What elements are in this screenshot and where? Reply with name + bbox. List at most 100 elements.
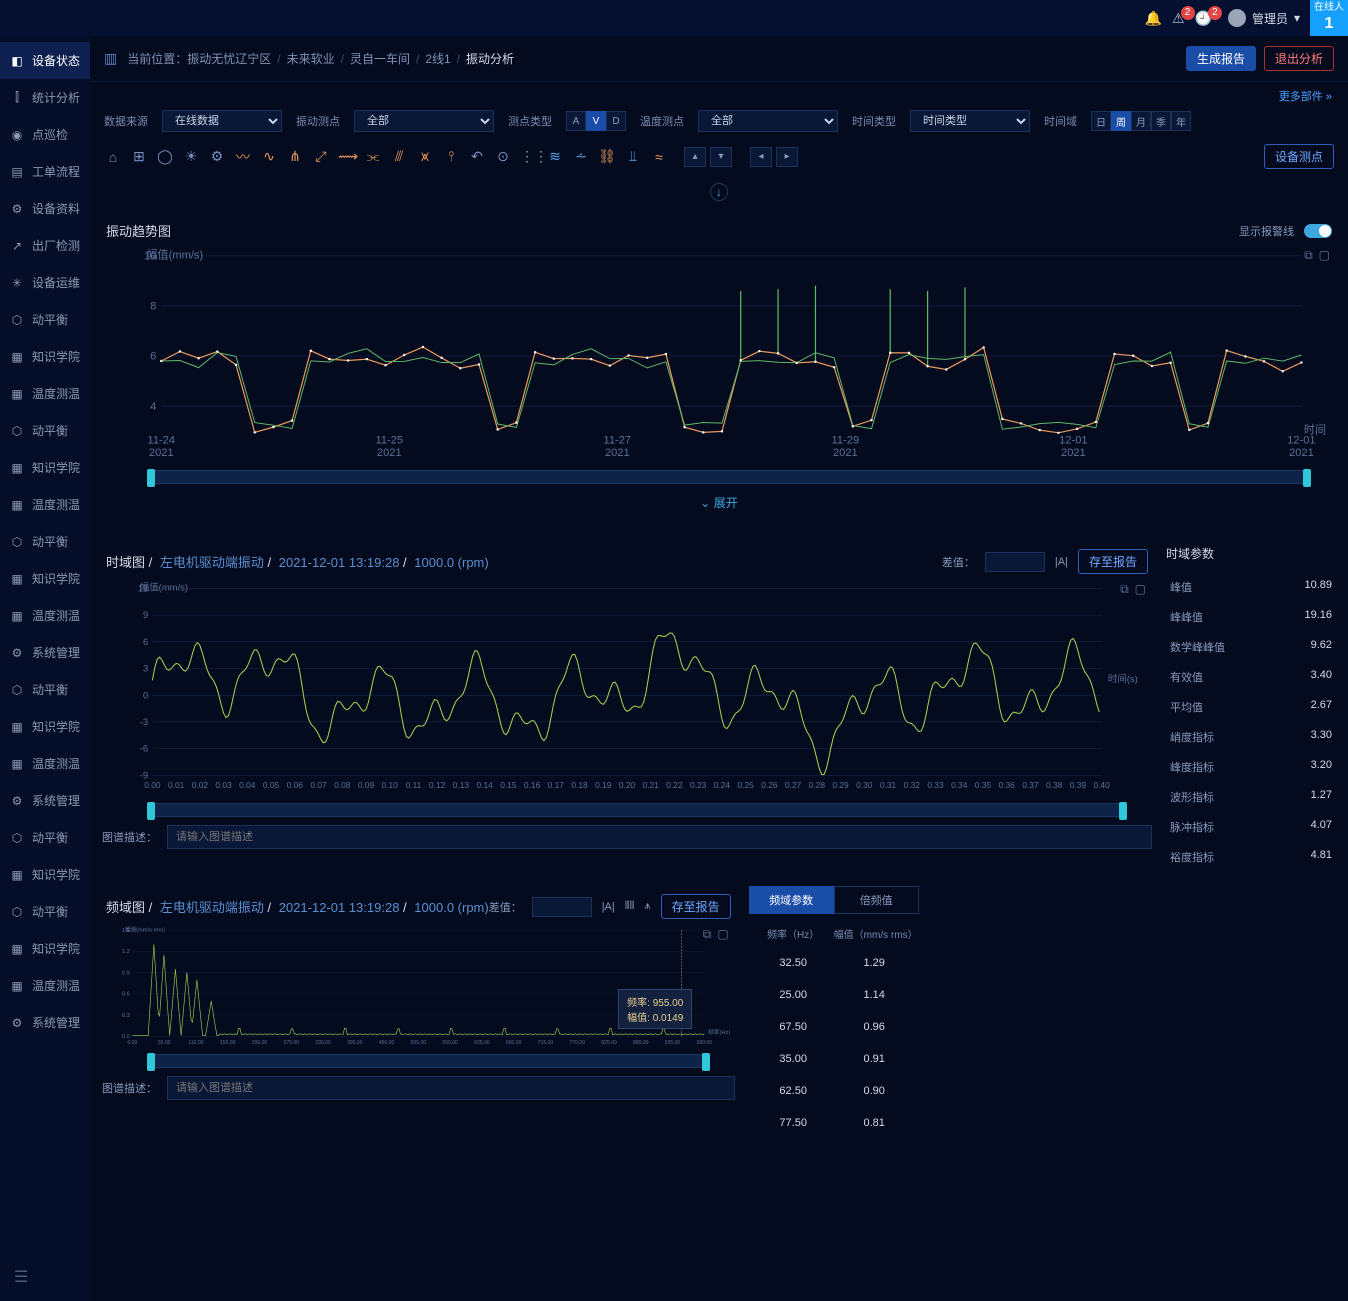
tool-area-icon[interactable]: ⛓ — [598, 148, 616, 165]
data-source-select[interactable]: 在线数据 — [162, 110, 282, 132]
sidebar-item[interactable]: ⚙设备资料 — [0, 190, 90, 227]
sidebar-item[interactable]: ↗出厂检测 — [0, 227, 90, 264]
nav-prev-button[interactable]: ◂ — [750, 147, 772, 167]
sidebar-item[interactable]: ▦温度测温 — [0, 597, 90, 634]
chart-copy-icon[interactable]: ⧉ — [1304, 248, 1313, 263]
range-handle-left[interactable] — [147, 1053, 155, 1071]
scroll-down-icon[interactable]: ↓ — [710, 183, 728, 201]
time-desc-input[interactable] — [167, 825, 1152, 849]
point-type-V[interactable]: V — [586, 111, 606, 131]
temp-point-select[interactable]: 全部 — [698, 110, 838, 132]
sidebar-item[interactable]: ▦知识学院 — [0, 930, 90, 967]
freq-tab-harmonics[interactable]: 倍频值 — [834, 886, 919, 914]
chart-window-icon[interactable]: ▢ — [717, 927, 728, 942]
tool-wave6-icon[interactable]: ⫘ — [364, 148, 382, 165]
point-type-A[interactable]: A — [566, 111, 586, 131]
time-range-slider[interactable] — [150, 803, 1124, 817]
freq-desc-input[interactable] — [167, 1076, 735, 1100]
sidebar-item[interactable]: ⫿统计分析 — [0, 79, 90, 116]
text-justify-icon[interactable]: |A| — [1055, 556, 1068, 568]
exit-analysis-button[interactable]: 退出分析 — [1264, 46, 1334, 71]
sidebar-item[interactable]: ▦温度测温 — [0, 375, 90, 412]
text-justify-icon[interactable]: |A| — [602, 901, 615, 913]
sidebar-item[interactable]: ▦知识学院 — [0, 708, 90, 745]
tool-sun-icon[interactable]: ☀ — [182, 148, 200, 165]
chart-window-icon[interactable]: ▢ — [1135, 582, 1146, 597]
alarm-line-toggle[interactable] — [1304, 224, 1332, 238]
sidebar-item[interactable]: ⬡动平衡 — [0, 301, 90, 338]
sidebar-item[interactable]: ◧设备状态 — [0, 42, 90, 79]
tool-gear-icon[interactable]: ⚙ — [208, 148, 226, 165]
tool-blue3-icon[interactable]: ⫫ — [624, 148, 642, 165]
sidebar-item[interactable]: ⚙系统管理 — [0, 634, 90, 671]
clock-icon[interactable]: 🕘2 — [1195, 10, 1212, 27]
tool-wave9-icon[interactable]: ⫯ — [442, 148, 460, 165]
tool-wave2-icon[interactable]: ∿ — [260, 148, 278, 165]
user-menu[interactable]: 管理员 ▾ — [1228, 9, 1300, 27]
sidebar-item[interactable]: ▦知识学院 — [0, 560, 90, 597]
sidebar-item[interactable]: ⬡动平衡 — [0, 671, 90, 708]
sidebar-item[interactable]: ⬡动平衡 — [0, 819, 90, 856]
generate-report-button[interactable]: 生成报告 — [1186, 46, 1256, 71]
vib-point-select[interactable]: 全部 — [354, 110, 494, 132]
sidebar-item[interactable]: ▦知识学院 — [0, 856, 90, 893]
save-to-report-button[interactable]: 存至报告 — [1078, 549, 1148, 574]
time-chart[interactable]: 129630-3-6-9幅值(mm/s)时间(s)0.000.010.020.0… — [102, 580, 1152, 801]
sidebar-item[interactable]: ✳设备运维 — [0, 264, 90, 301]
sidebar-item[interactable]: ▦温度测温 — [0, 967, 90, 1004]
tool-wave8-icon[interactable]: ⩙ — [416, 148, 434, 165]
tool-wave7-icon[interactable]: ⫻ — [390, 148, 408, 165]
bars-icon[interactable]: ⦀⦀ — [625, 900, 635, 913]
range-handle-right[interactable] — [1119, 802, 1127, 820]
tool-target-icon[interactable]: ⊞ — [130, 148, 148, 165]
tool-wave5-icon[interactable]: ⟿ — [338, 148, 356, 165]
sidebar-item[interactable]: ▦温度测温 — [0, 486, 90, 523]
sidebar-item[interactable]: ⬡动平衡 — [0, 523, 90, 560]
tool-circle-icon[interactable]: ◯ — [156, 148, 174, 165]
alert-icon[interactable]: ⚠2 — [1172, 10, 1185, 27]
nav-up-button[interactable]: ▴ — [684, 147, 706, 167]
diff-input[interactable] — [985, 552, 1045, 572]
freq-range-slider[interactable] — [150, 1054, 707, 1068]
freq-tab-params[interactable]: 频域参数 — [749, 886, 834, 914]
sidebar-item[interactable]: ▦知识学院 — [0, 338, 90, 375]
range-handle-right[interactable] — [1303, 469, 1311, 487]
time-type-select[interactable]: 时间类型 — [910, 110, 1030, 132]
sidebar-item[interactable]: ⬡动平衡 — [0, 893, 90, 930]
time-opt-button[interactable]: 周 — [1111, 111, 1131, 131]
freq-save-button[interactable]: 存至报告 — [661, 894, 731, 919]
bell-icon[interactable]: 🔔 — [1145, 10, 1162, 27]
time-opt-button[interactable]: 月 — [1131, 111, 1151, 131]
more-parts-link[interactable]: 更多部件 » — [90, 82, 1348, 104]
sidebar-collapse-icon[interactable]: ☰ — [14, 1267, 28, 1287]
time-opt-button[interactable]: 日 — [1091, 111, 1111, 131]
tool-zoom-icon[interactable]: ⊙ — [494, 148, 512, 165]
sidebar-item[interactable]: ▦温度测温 — [0, 745, 90, 782]
sidebar-item[interactable]: ▦知识学院 — [0, 449, 90, 486]
bars2-icon[interactable]: ⩚ — [644, 900, 650, 913]
trend-range-slider[interactable] — [150, 470, 1308, 484]
tool-wave3-icon[interactable]: ⋔ — [286, 148, 304, 165]
tool-wave4-icon[interactable]: ⤢ — [312, 148, 330, 165]
nav-next-button[interactable]: ▸ — [776, 147, 798, 167]
expand-button[interactable]: ⌄ 展开 — [102, 484, 1336, 527]
chart-copy-icon[interactable]: ⧉ — [1120, 582, 1129, 597]
chart-copy-icon[interactable]: ⧉ — [703, 927, 712, 942]
tool-blue1-icon[interactable]: ≋ — [546, 148, 564, 165]
range-handle-left[interactable] — [147, 802, 155, 820]
sidebar-item[interactable]: ▤工单流程 — [0, 153, 90, 190]
chart-window-icon[interactable]: ▢ — [1319, 248, 1330, 263]
sidebar-item[interactable]: ◉点巡检 — [0, 116, 90, 153]
tool-blue2-icon[interactable]: ⩪ — [572, 148, 590, 165]
trend-chart[interactable]: 10864幅值(mm/s)时间11-24202111-25202111-2720… — [102, 246, 1336, 468]
freq-diff-input[interactable] — [532, 897, 592, 917]
nav-down-button[interactable]: ▾ — [710, 147, 732, 167]
point-type-D[interactable]: D — [606, 111, 626, 131]
device-point-button[interactable]: 设备测点 — [1264, 144, 1334, 169]
time-opt-button[interactable]: 季 — [1151, 111, 1171, 131]
tool-green-icon[interactable]: ⋮⋮ — [520, 148, 538, 165]
range-handle-left[interactable] — [147, 469, 155, 487]
breadcrumb-icon[interactable]: ▥ — [104, 50, 117, 67]
tool-wave1-icon[interactable]: 〰 — [234, 147, 252, 167]
tool-undo-icon[interactable]: ↶ — [468, 148, 486, 165]
